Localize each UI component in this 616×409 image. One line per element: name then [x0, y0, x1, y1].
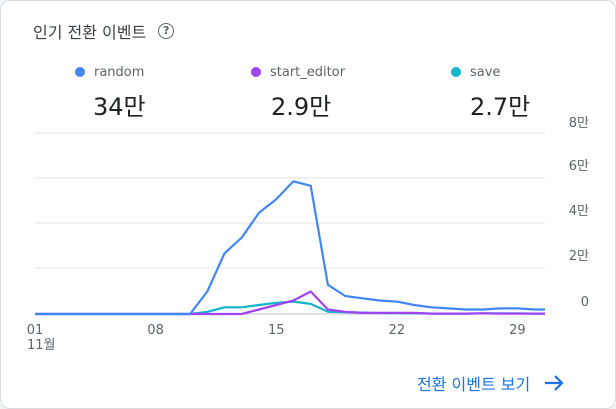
metric-value: 2.7만	[470, 93, 531, 121]
x-tick-label: 15	[268, 323, 285, 338]
y-tick-label: 0	[581, 295, 589, 310]
card-title-row: 인기 전환 이벤트 ?	[33, 19, 175, 43]
metric-start-editor: start_editor 2.9만	[251, 63, 345, 122]
metric-label: save	[470, 64, 501, 80]
y-tick-label: 6만	[569, 159, 589, 174]
metric-value: 2.9만	[271, 93, 332, 121]
view-conversion-events-link[interactable]: 전환 이벤트 보기	[417, 371, 566, 395]
y-tick-label: 8만	[569, 116, 589, 131]
metric-label: random	[94, 64, 145, 80]
metric-value: 34만	[93, 93, 146, 121]
series-line-random	[35, 180, 545, 316]
legend-dot-icon	[451, 67, 461, 77]
series-line-save	[35, 300, 545, 316]
y-tick-label: 4만	[569, 204, 589, 219]
view-link-label: 전환 이벤트 보기	[417, 375, 531, 394]
metric-label: start_editor	[270, 64, 346, 80]
y-tick-label: 2만	[569, 249, 589, 264]
card-title: 인기 전환 이벤트	[33, 23, 147, 42]
x-tick-label: 22	[389, 323, 406, 338]
legend-dot-icon	[75, 67, 85, 77]
help-icon[interactable]: ?	[158, 23, 175, 39]
metric-random: random 34만	[75, 63, 146, 122]
x-tick-label: 29	[509, 323, 526, 338]
legend-dot-icon	[251, 67, 261, 77]
metric-save: save 2.7만	[451, 63, 530, 122]
arrow-right-icon	[545, 375, 564, 391]
x-tick-label: 01	[27, 323, 44, 338]
x-month-label: 11월	[27, 338, 56, 353]
events-line-chart: 0 2만 4만 6만 8만 01 08 15 22 29 11월	[27, 116, 589, 353]
x-tick-label: 08	[147, 323, 164, 338]
